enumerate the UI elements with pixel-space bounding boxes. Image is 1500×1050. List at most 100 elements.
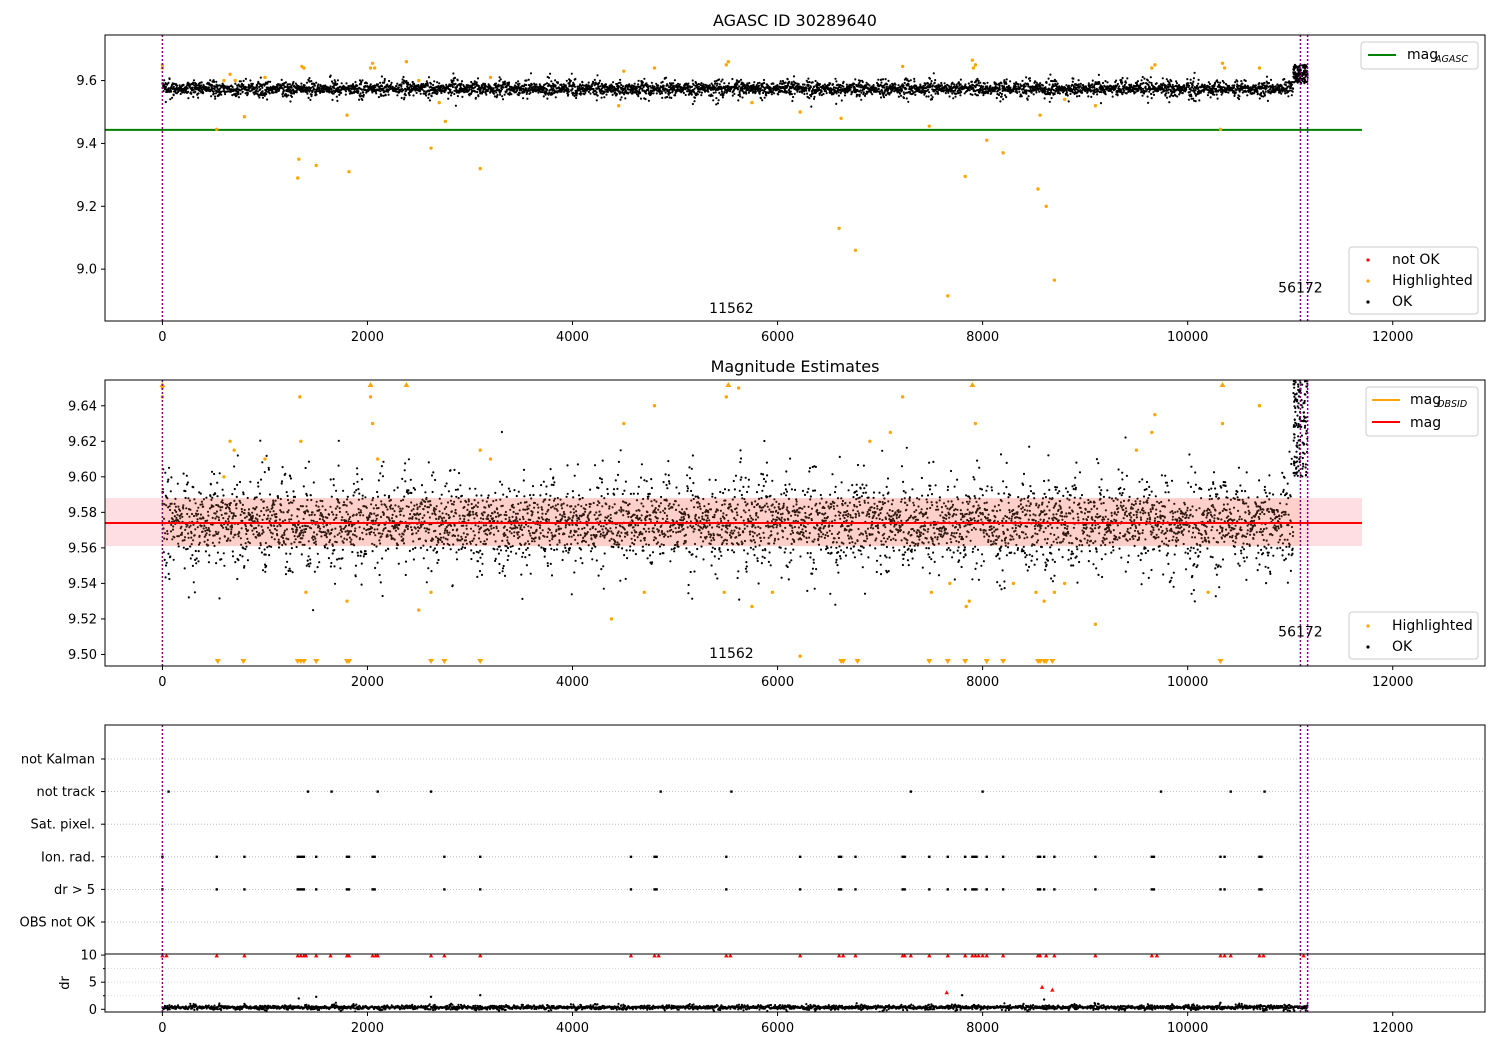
highlighted-point	[232, 448, 236, 452]
x-tick-label: 4000	[556, 675, 589, 690]
flag-point	[655, 855, 658, 858]
flag-point	[1229, 790, 1232, 793]
flag-point	[1001, 888, 1005, 891]
dr-outlier-point	[297, 997, 300, 1000]
axes-frame-mag-estimates	[104, 379, 1486, 667]
legend-box-markers-agasc	[1348, 246, 1479, 315]
flag-point	[243, 855, 246, 858]
dr-not-ok-point	[1000, 954, 1006, 958]
highlighted-point	[868, 439, 872, 443]
highlighted-point	[973, 63, 978, 67]
dr-not-ok-point	[1037, 954, 1043, 958]
dr-not-ok-point	[908, 954, 914, 958]
dr-outlier-point	[960, 993, 964, 997]
flag-point	[901, 888, 904, 891]
clipped-low-marker	[428, 659, 435, 664]
x-tick-label: 8000	[966, 1021, 999, 1036]
flag-point	[1223, 888, 1226, 891]
flag-label-not-kalman: not Kalman	[21, 753, 95, 768]
flag-point	[901, 855, 904, 858]
dr-not-ok-point	[840, 954, 846, 958]
x-tick-label: 0	[158, 1021, 166, 1036]
flag-point	[1223, 855, 1226, 858]
highlighted-point	[1153, 63, 1157, 67]
highlighted-point	[622, 421, 626, 426]
ok-points-cloud	[161, 63, 1309, 108]
highlighted-point	[233, 78, 237, 83]
legend-marker-ok	[1366, 300, 1370, 304]
clipped-high-marker	[367, 382, 374, 387]
highlighted-point	[299, 439, 303, 443]
flag-point	[1263, 790, 1266, 793]
highlighted-point	[263, 457, 267, 461]
flag-point	[629, 888, 633, 891]
clipped-low-marker	[854, 659, 861, 664]
highlighted-point	[929, 590, 934, 594]
annotation-obsid-start: 11562	[709, 301, 754, 317]
highlighted-point	[478, 448, 482, 452]
dr-not-ok-point	[944, 990, 949, 995]
clipped-low-marker	[926, 659, 933, 664]
clipped-low-marker	[441, 659, 448, 664]
dr-not-ok-point	[164, 954, 169, 958]
highlighted-point	[1001, 151, 1005, 155]
flag-point	[215, 855, 218, 858]
highlighted-point	[652, 66, 657, 70]
flag-point	[655, 888, 658, 891]
flag-point	[1001, 855, 1005, 858]
highlighted-point	[376, 457, 380, 461]
dr-not-ok-point	[1052, 954, 1057, 958]
x-tick-label: 2000	[351, 1021, 384, 1036]
highlighted-point	[970, 58, 975, 62]
flag-point	[345, 855, 349, 858]
clipped-low-marker	[346, 659, 353, 664]
y-tick-label: 9.56	[68, 541, 97, 556]
flag-point	[1042, 888, 1046, 891]
flag-point	[975, 855, 978, 858]
legend-lines-mag-agasc: mag AGASC	[1360, 41, 1479, 70]
dr-not-ok-point	[984, 954, 989, 958]
highlighted-point	[1062, 581, 1067, 586]
y-tick-label: 10	[80, 949, 97, 964]
highlighted-point	[296, 176, 300, 180]
flag-point	[928, 855, 931, 858]
highlighted-point	[1134, 448, 1139, 452]
flag-point	[1094, 888, 1097, 891]
flag-point	[985, 855, 988, 858]
flag-point	[903, 855, 906, 858]
flag-point	[985, 888, 988, 891]
highlighted-point	[722, 590, 726, 594]
highlighted-point	[345, 599, 349, 603]
flag-point	[659, 790, 662, 793]
flag-point	[1036, 855, 1040, 858]
flag-point	[1258, 888, 1261, 891]
flag-point	[1258, 855, 1261, 858]
flag-label-not-track: not track	[36, 785, 95, 800]
highlighted-point	[963, 174, 967, 179]
x-tick-label: 10000	[1167, 675, 1208, 690]
flag-point	[1053, 888, 1056, 891]
highlighted-point	[1093, 622, 1098, 626]
axes-frame-dr	[104, 953, 1486, 1013]
dr-not-ok-point	[853, 954, 858, 958]
legend-lines-mag-estimates: mag OBSID mag	[1365, 386, 1479, 437]
highlighted-point	[888, 430, 893, 435]
flag-point	[928, 888, 931, 891]
flag-point	[1150, 855, 1153, 858]
clipped-low-marker	[313, 659, 320, 664]
highlighted-point	[488, 457, 493, 461]
flag-point	[1159, 790, 1163, 793]
flag-point	[798, 855, 802, 858]
legend-label-mag-obsid: mag	[1410, 392, 1441, 408]
flag-point	[345, 888, 349, 891]
y-tick-label: 9.54	[68, 577, 97, 592]
panel-dr: 0 2000 4000 6000 8000 10000 12000 0 5 10 dr	[58, 949, 1486, 1036]
highlighted-point	[160, 386, 165, 390]
dr-not-ok-point	[298, 954, 304, 958]
y-tick-label: 5	[89, 976, 97, 991]
legend-marker-ok-2	[1366, 645, 1370, 649]
flag-point	[1260, 888, 1263, 891]
flag-point	[909, 790, 913, 793]
highlighted-point	[429, 590, 433, 594]
flag-point	[443, 888, 446, 891]
